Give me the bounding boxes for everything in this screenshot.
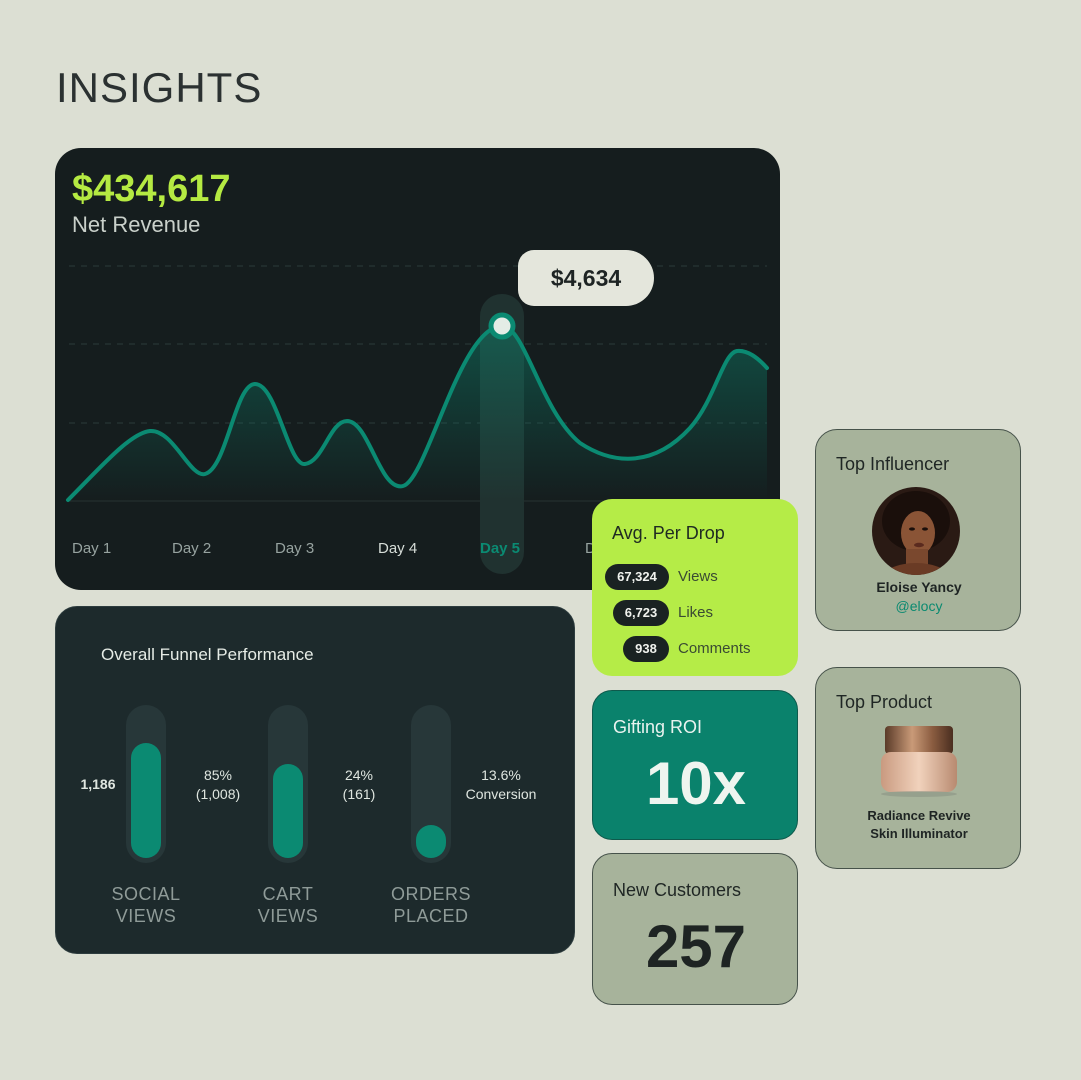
gifting-roi-card: Gifting ROI 10x [592, 690, 798, 840]
conversion-rate: 13.6% Conversion [465, 767, 537, 802]
cart-views-bar[interactable] [268, 705, 308, 863]
avg-per-drop-card: Avg. Per Drop 67,324 Views 6,723 Likes 9… [592, 499, 798, 676]
likes-count-pill: 6,723 [613, 600, 669, 626]
avg-per-drop-title: Avg. Per Drop [612, 523, 725, 543]
gifting-roi-value: 10x [645, 750, 747, 817]
orders-placed-label: ORDERS PLACED [390, 884, 471, 926]
new-customers-card: New Customers 257 [592, 853, 798, 1005]
top-influencer-title: Top Influencer [836, 454, 950, 474]
page-title: INSIGHTS [56, 64, 263, 111]
orders-percent: 24% (161) [342, 767, 376, 802]
top-influencer-card[interactable]: Top Influencer Eloise Yancy @elocy [815, 429, 1021, 631]
new-customers-value: 257 [645, 913, 747, 980]
influencer-name: Eloise Yancy [876, 579, 962, 595]
net-revenue-label: Net Revenue [72, 212, 201, 237]
influencer-handle[interactable]: @elocy [895, 598, 943, 614]
x-tick-label[interactable]: Day 5 [480, 540, 520, 557]
cart-views-percent: 85% (1,008) [195, 767, 241, 802]
chart-tooltip: $4,634 [518, 250, 654, 306]
selected-point-marker[interactable] [488, 312, 516, 340]
net-revenue-amount: $434,617 [72, 168, 231, 210]
views-label: Views [678, 568, 718, 585]
x-tick-label[interactable]: Day 2 [172, 540, 211, 557]
x-tick-label[interactable]: Day 4 [378, 540, 417, 557]
influencer-avatar [872, 487, 960, 575]
cart-views-label: CART VIEWS [257, 884, 319, 926]
comments-label: Comments [678, 640, 751, 657]
likes-label: Likes [678, 604, 714, 621]
top-product-card[interactable]: Top Product Radiance Revive Skin Illumin… [815, 667, 1021, 869]
funnel-title: Overall Funnel Performance [101, 645, 314, 664]
comments-count-pill: 938 [623, 636, 669, 662]
social-views-fill [131, 743, 161, 858]
top-product-title: Top Product [836, 692, 933, 712]
product-name: Radiance Revive Skin Illuminator [867, 808, 971, 841]
x-tick-label[interactable]: Day 3 [275, 540, 314, 557]
revenue-line [66, 323, 769, 502]
social-views-count: 1,186 [80, 776, 116, 792]
product-jar-image [881, 726, 957, 797]
x-tick-label[interactable]: Day 1 [72, 540, 111, 557]
social-views-label: SOCIAL VIEWS [111, 884, 181, 926]
gifting-roi-title: Gifting ROI [613, 717, 703, 737]
new-customers-title: New Customers [613, 880, 742, 900]
orders-placed-bar[interactable] [411, 705, 451, 863]
funnel-performance-card: Overall Funnel Performance 1,186 85% (1,… [55, 606, 575, 954]
views-count-pill: 67,324 [605, 564, 669, 590]
revenue-area [68, 326, 767, 501]
cart-views-fill [273, 764, 303, 858]
orders-placed-fill [416, 825, 446, 858]
social-views-bar[interactable] [126, 705, 166, 863]
